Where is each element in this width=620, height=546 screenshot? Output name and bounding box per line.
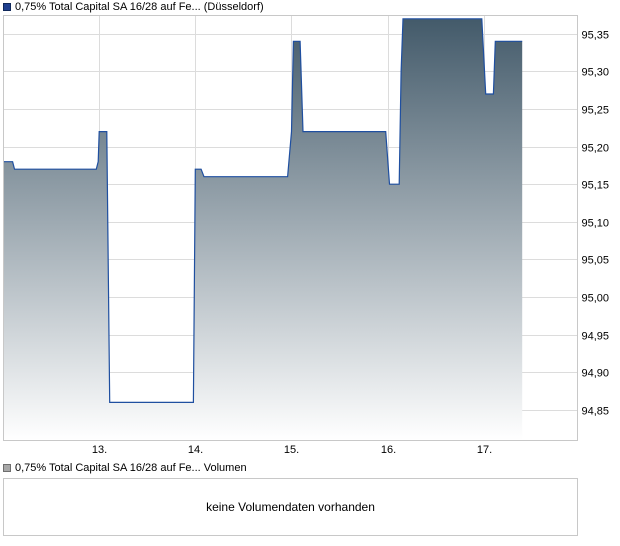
x-axis-ticks: 13. 14. 15. 16. 17.: [92, 444, 492, 456]
price-line: [3, 18, 523, 403]
volume-legend-swatch: [3, 464, 11, 472]
price-area-fill: [3, 18, 523, 441]
x-tick-label: 16.: [381, 444, 396, 456]
price-chart: 94,85 94,90 94,95 95,00 95,05 95,10 95,15 95,20…: [3, 15, 609, 456]
x-tick-label: 14.: [188, 444, 203, 456]
y-axis-ticks: 94,85 94,90 94,95 95,00 95,05 95,10 95,15 95,20…: [581, 30, 609, 418]
y-tick-label: 94,95: [581, 331, 609, 343]
x-tick-label: 15.: [284, 444, 299, 456]
y-tick-label: 94,85: [581, 406, 609, 418]
price-line-layer: [3, 18, 523, 403]
volume-legend: 0,75% Total Capital SA 16/28 auf Fe... V…: [3, 462, 247, 474]
x-tick-label: 17.: [477, 444, 492, 456]
y-tick-label: 95,05: [581, 255, 609, 267]
no-volume-message: keine Volumendaten vorhanden: [206, 500, 375, 514]
price-legend-label: 0,75% Total Capital SA 16/28 auf Fe... (…: [15, 1, 264, 13]
x-tick-label: 13.: [92, 444, 107, 456]
y-tick-label: 95,30: [581, 67, 609, 79]
price-area: [3, 18, 523, 441]
volume-legend-label: 0,75% Total Capital SA 16/28 auf Fe... V…: [15, 462, 247, 474]
y-tick-label: 95,20: [581, 143, 609, 155]
volume-panel: keine Volumendaten vorhanden: [3, 478, 578, 536]
plot-frame: [3, 15, 578, 441]
y-tick-label: 95,15: [581, 180, 609, 192]
y-tick-label: 95,25: [581, 105, 609, 117]
y-tick-label: 95,35: [581, 30, 609, 42]
y-tick-label: 95,10: [581, 218, 609, 230]
price-legend: 0,75% Total Capital SA 16/28 auf Fe... (…: [3, 1, 264, 13]
y-tick-label: 95,00: [581, 293, 609, 305]
price-legend-swatch: [3, 3, 11, 11]
y-tick-label: 94,90: [581, 368, 609, 380]
